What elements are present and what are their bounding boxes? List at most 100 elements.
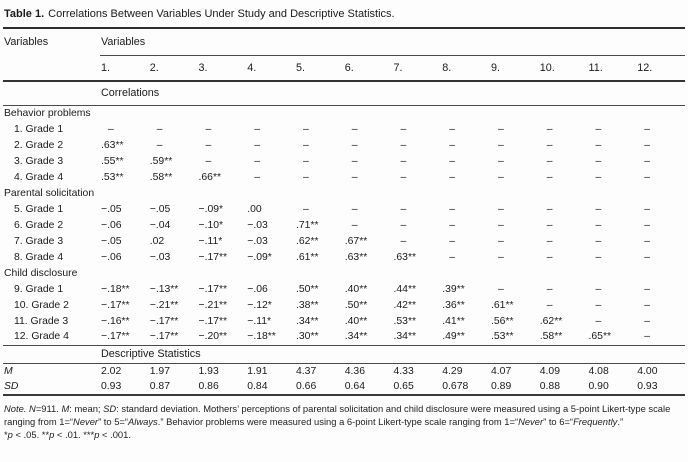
correlation-cell: – [595,299,602,311]
correlation-cell: −.17** [198,315,228,327]
correlation-cell: .00 [247,203,262,215]
correlation-cell: .66** [198,171,222,183]
table-row: 4. Grade 4 .53** .58** .66** – – – – – – – – – [3,169,685,185]
correlation-cell: .62** [539,315,563,327]
correlation-cell: .34** [343,329,393,346]
note-segment: Never [518,416,544,427]
descriptive-statistics-spanner: Descriptive Statistics [100,345,685,364]
table-row: SD 0.93 0.87 0.86 0.84 0.66 0.64 0.65 0.678 0.89 0… [3,379,685,396]
column-header: 2. [148,55,198,82]
table-row: 6. Grade 2 −.06 −.04 −.10* −.03 .71** – – – – – – – [3,217,685,233]
table-row: 11. Grade 3 −.16** −.17** −.17** −.11* .34**.… [3,313,685,329]
correlation-cell: −.17** [100,329,149,346]
correlation-cell: – [546,203,553,215]
correlation-cell: .61** [296,251,319,263]
correlation-cell: – [205,123,212,135]
correlation-cell: .59** [149,155,173,167]
table-note: Note. N=911. M: mean; SD: standard devia… [3,396,685,441]
stat-cell: 1.97 [149,365,170,377]
note-segment: p [7,429,13,440]
correlation-cell: – [644,123,651,135]
row-label: 12. Grade 4 [3,329,100,346]
correlation-cell: – [303,123,309,135]
correlation-cell: – [351,203,358,215]
column-header: 4. [246,55,295,82]
correlation-cell: .02 [149,235,165,247]
correlation-cell: – [254,171,261,183]
correlation-cell: – [449,139,456,151]
note-segment: p [49,429,55,440]
correlation-cell: – [400,171,407,183]
correlation-cell: −.16** [101,315,130,327]
column-header: 1. [100,55,149,82]
correlation-cell: .40** [344,315,368,327]
correlation-cell: .42** [393,299,417,311]
correlation-cell: .30** [295,329,344,346]
correlation-cell: – [400,219,407,231]
correlation-cell: – [595,155,602,167]
row-label: 5. Grade 1 [14,203,64,215]
row-label: 11. Grade 3 [14,315,69,327]
correlation-cell: – [595,251,602,263]
corner-spacer [3,55,100,82]
stat-cell: 1.91 [247,365,268,377]
note-segment: Never [73,416,99,427]
correlation-cell: – [595,219,602,231]
correlation-cell: −.03 [247,219,268,231]
correlation-cell: – [400,203,407,215]
correlation-cell: .63** [344,251,368,263]
correlation-cell: .67** [344,235,368,247]
correlation-cell: – [303,155,309,167]
correlation-cell: – [400,235,407,247]
correlation-cell: – [546,299,553,311]
correlation-cell: – [303,203,309,215]
correlation-cell: – [498,123,504,135]
column-header: 6. [343,55,393,82]
note-segment: < .01. *** [54,429,95,440]
correlation-cell: .49** [441,329,490,346]
correlation-cell: .38** [296,299,319,311]
correlation-cell: – [108,123,114,135]
correlation-cell: −.06 [247,283,268,295]
correlation-cell: −.03 [247,235,268,247]
correlation-cell: −.06 [101,251,122,263]
row-label: 3. Grade 3 [14,155,64,167]
correlation-cell: – [449,203,456,215]
stat-cell: 1.93 [198,365,219,377]
columns-group-header: Variables [100,29,685,56]
correlation-cell: .58** [149,171,173,183]
correlation-cell: .34** [392,329,442,346]
correlation-cell: – [351,123,358,135]
table-row: 12. Grade 4 −.17** −.17** −.20** −.18** .30**… [3,329,685,346]
correlations-spanner: Correlations [100,81,685,106]
correlation-cell: −.17** [101,299,130,311]
table-row: Descriptive Statistics [3,345,685,364]
stat-cell: 4.09 [539,365,560,377]
correlation-cell: – [644,299,651,311]
stat-cell: 4.33 [393,365,414,377]
correlation-cell: – [205,139,212,151]
stat-cell: 4.00 [637,365,658,377]
correlation-cell: −.09* [247,251,272,263]
table-row: Correlations [3,81,685,106]
correlation-cell: .44** [393,283,417,295]
spanner-spacer [3,345,100,364]
correlation-cell: −.12* [247,299,272,311]
correlation-cell: – [644,171,651,183]
correlation-cell: – [498,139,504,151]
note-segment: < .05. ** [12,429,50,440]
row-label: 2. Grade 2 [14,139,64,151]
table-row: 5. Grade 1 −.05 −.05 −.09* .00 – – – – – – – – [3,201,685,217]
correlation-cell: – [644,251,651,263]
note-segment: * [4,429,8,440]
stat-cell: 0.93 [100,379,149,396]
correlation-cell: – [595,315,602,327]
row-label: 4. Grade 4 [14,171,64,183]
correlation-cell: .55** [101,155,124,167]
stat-cell: 0.89 [490,379,539,396]
correlation-cell: – [351,139,358,151]
row-label: 7. Grade 3 [14,235,64,247]
stat-cell: 2.02 [101,365,122,377]
stat-cell: 4.36 [344,365,365,377]
correlation-cell: .63** [101,139,124,151]
